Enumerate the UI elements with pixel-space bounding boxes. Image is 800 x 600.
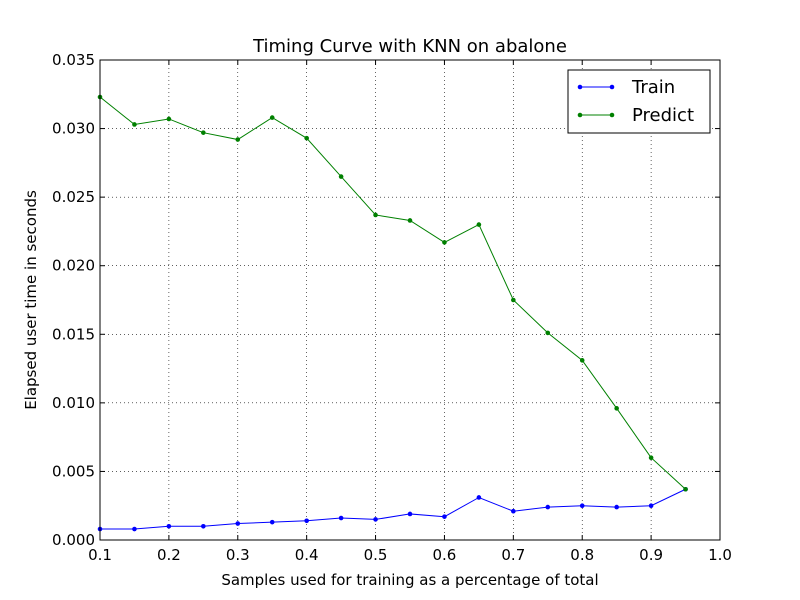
train-point — [304, 518, 309, 524]
predict-point — [407, 218, 413, 223]
predict-point — [476, 222, 482, 227]
predict-point — [338, 174, 344, 179]
legend-train-marker-2 — [609, 84, 615, 90]
plot-frame — [99, 59, 721, 541]
train-point — [476, 495, 482, 500]
x-tick-label: 0.6 — [433, 546, 457, 564]
y-tick-label: 0.000 — [52, 531, 95, 549]
train-point — [235, 521, 241, 526]
x-tick-label: 0.9 — [639, 546, 663, 564]
predict-point — [511, 297, 516, 303]
x-tick-label: 0.4 — [295, 546, 319, 564]
train-point — [442, 514, 447, 519]
chart-title: Timing Curve with KNN on abalone — [252, 36, 567, 57]
x-axis-label: Samples used for training as a percentag… — [221, 571, 598, 589]
predict-point — [683, 486, 688, 492]
predict-point — [304, 135, 309, 141]
train-point — [648, 503, 654, 509]
y-tick-label: 0.010 — [52, 394, 95, 412]
train-point — [407, 511, 413, 517]
predict-point — [648, 455, 654, 461]
series-layer — [97, 94, 688, 532]
x-tick-label: 1.0 — [708, 546, 732, 564]
legend-box — [567, 69, 711, 134]
train-point — [373, 517, 378, 522]
y-tick-label: 0.015 — [52, 325, 95, 343]
train-point — [545, 504, 551, 510]
predict-point — [166, 116, 172, 122]
predict-point — [269, 115, 275, 120]
x-tick-label: 0.3 — [226, 546, 250, 564]
train-point — [166, 523, 172, 529]
predict-point — [373, 212, 378, 218]
predict-point — [579, 358, 585, 363]
y-tick-label: 0.035 — [52, 51, 95, 69]
x-tick-label: 0.8 — [570, 546, 594, 564]
train-point — [338, 515, 344, 521]
predict-point — [614, 406, 619, 411]
legend: Train Predict — [567, 69, 711, 134]
axis-tick-labels: 0.1 0.2 0.3 0.4 0.5 0.6 0.7 0.8 0.9 1.0 0.000 0.005… — [52, 51, 732, 564]
legend-train-marker-1 — [577, 84, 583, 90]
train-point — [614, 504, 619, 510]
y-tick-label: 0.025 — [52, 188, 95, 206]
y-tick-label: 0.005 — [52, 462, 95, 480]
legend-predict-marker-1 — [577, 112, 583, 118]
predict-point — [442, 240, 447, 245]
y-tick-label: 0.030 — [52, 120, 95, 138]
x-tick-label: 0.5 — [364, 546, 388, 564]
predict-point — [201, 130, 206, 135]
predict-point — [132, 122, 137, 127]
y-tick-label: 0.020 — [52, 257, 95, 275]
train-point — [511, 508, 516, 514]
x-tick-label: 0.7 — [501, 546, 525, 564]
train-point — [132, 526, 137, 532]
train-series-line — [100, 488, 686, 530]
predict-series-line — [99, 96, 686, 490]
legend-predict-marker-2 — [609, 112, 615, 118]
y-axis-label: Elapsed user time in seconds — [22, 190, 40, 410]
x-tick-label: 0.1 — [88, 546, 112, 564]
predict-point — [235, 137, 241, 142]
legend-train-label: Train — [631, 77, 675, 98]
train-point — [269, 519, 275, 525]
train-point — [201, 523, 206, 529]
axis-ticks — [99, 59, 721, 541]
predict-point — [545, 330, 551, 336]
x-tick-label: 0.2 — [157, 546, 181, 564]
train-point — [579, 503, 585, 509]
legend-predict-label: Predict — [632, 105, 694, 126]
